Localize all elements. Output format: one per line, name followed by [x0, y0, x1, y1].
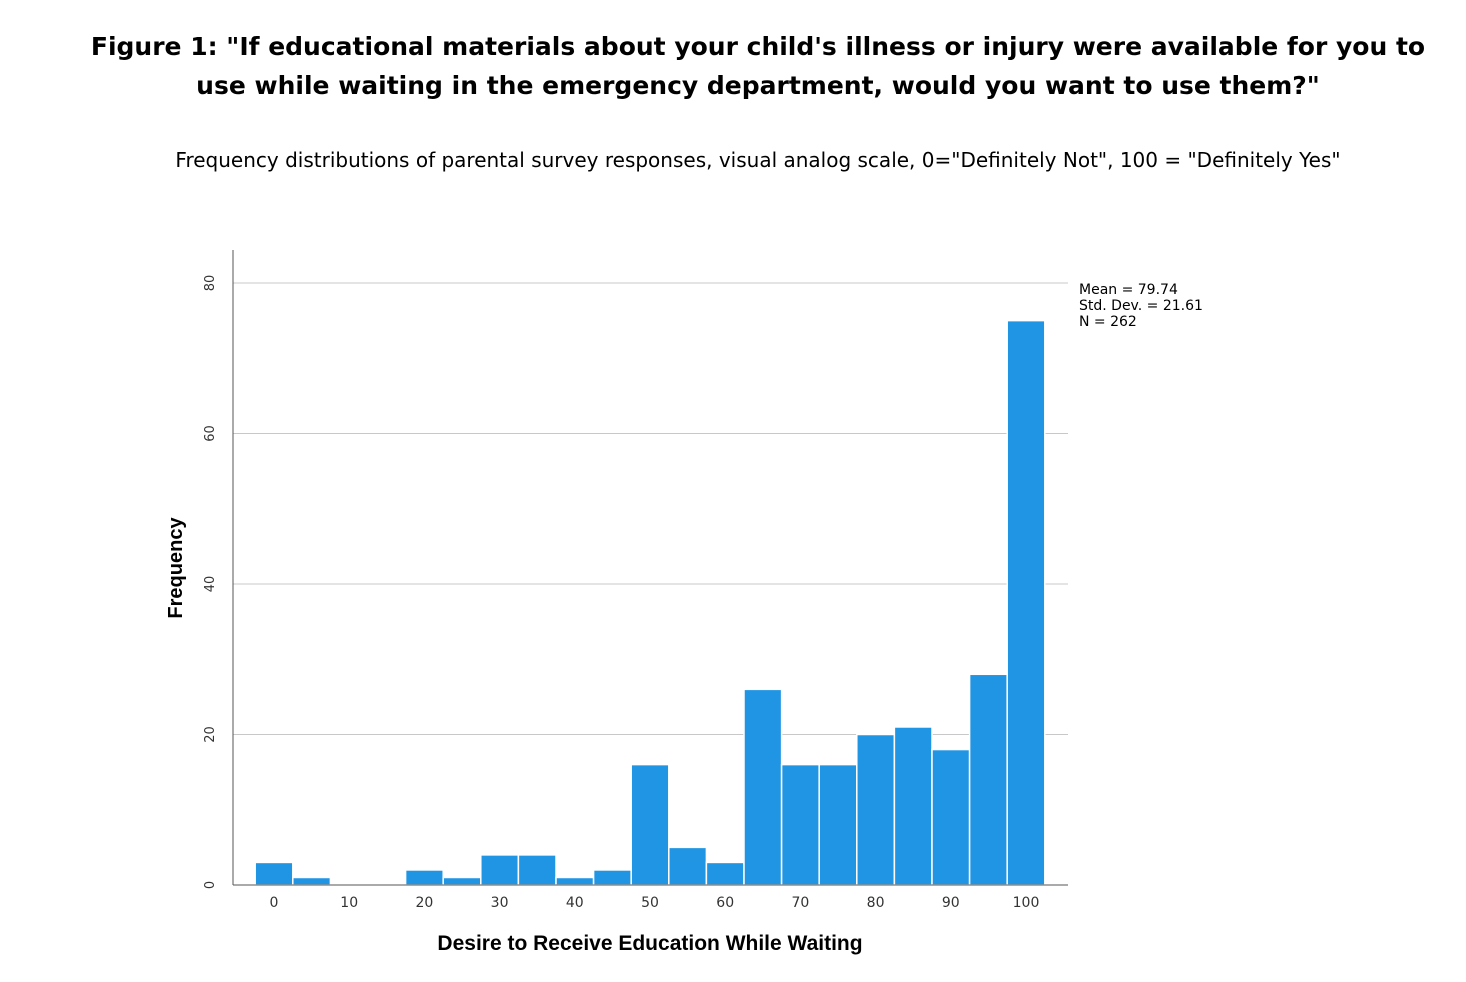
y-tick-label: 80: [203, 275, 218, 292]
histogram-bar: [404, 869, 444, 886]
x-tick-label: 40: [566, 895, 584, 911]
stats-n: N = 262: [1079, 314, 1137, 330]
histogram-bar: [292, 876, 332, 886]
stats-box: Mean = 79.74 Std. Dev. = 21.61 N = 262: [1079, 282, 1203, 330]
histogram-bar: [442, 876, 482, 886]
y-tick-label: 0: [203, 881, 218, 889]
histogram-bar: [931, 748, 971, 886]
histogram-bar: [856, 733, 896, 886]
figure-title: Figure 1: "If educational materials abou…: [90, 32, 1426, 100]
x-tick-label: 50: [641, 895, 659, 911]
histogram-bar: [743, 688, 783, 886]
bars: [254, 319, 1046, 886]
y-tick-label: 60: [203, 425, 218, 442]
x-tick-label: 70: [791, 895, 809, 911]
x-tick-label: 80: [867, 895, 885, 911]
histogram-bar: [968, 673, 1008, 886]
histogram-bar: [630, 763, 670, 886]
y-tick-label: 40: [203, 576, 218, 593]
x-axis-label: Desire to Receive Education While Waitin…: [437, 932, 862, 955]
y-tick-label: 20: [203, 726, 218, 743]
x-tick-label: 60: [716, 895, 734, 911]
x-tick-label: 100: [1013, 895, 1040, 911]
histogram-bar: [517, 854, 557, 886]
x-tick-label: 10: [340, 895, 358, 911]
stats-std-dev: Std. Dev. = 21.61: [1079, 298, 1203, 314]
histogram-bar: [1006, 319, 1046, 886]
x-tick-label: 90: [942, 895, 960, 911]
x-tick-label: 0: [270, 895, 279, 911]
histogram-bar: [818, 763, 858, 886]
y-axis-label: Frequency: [165, 517, 187, 619]
figure-subtitle: Frequency distributions of parental surv…: [175, 148, 1341, 172]
histogram-bar: [254, 861, 294, 886]
histogram-bar: [480, 854, 520, 886]
histogram-bar: [780, 763, 820, 886]
histogram-bar: [555, 876, 595, 886]
stats-mean: Mean = 79.74: [1079, 282, 1178, 298]
x-tick-label: 30: [491, 895, 509, 911]
axes: [232, 250, 1068, 886]
tick-labels: 0 20 40 60 80 0 10 20 30 40 50 60 70 80 90 100: [203, 275, 1039, 911]
histogram-bar: [705, 861, 745, 886]
gridlines: [233, 282, 1068, 735]
histogram-bar: [893, 726, 933, 886]
x-tick-label: 20: [415, 895, 433, 911]
histogram-bar: [668, 846, 708, 886]
histogram-bar: [592, 869, 632, 886]
